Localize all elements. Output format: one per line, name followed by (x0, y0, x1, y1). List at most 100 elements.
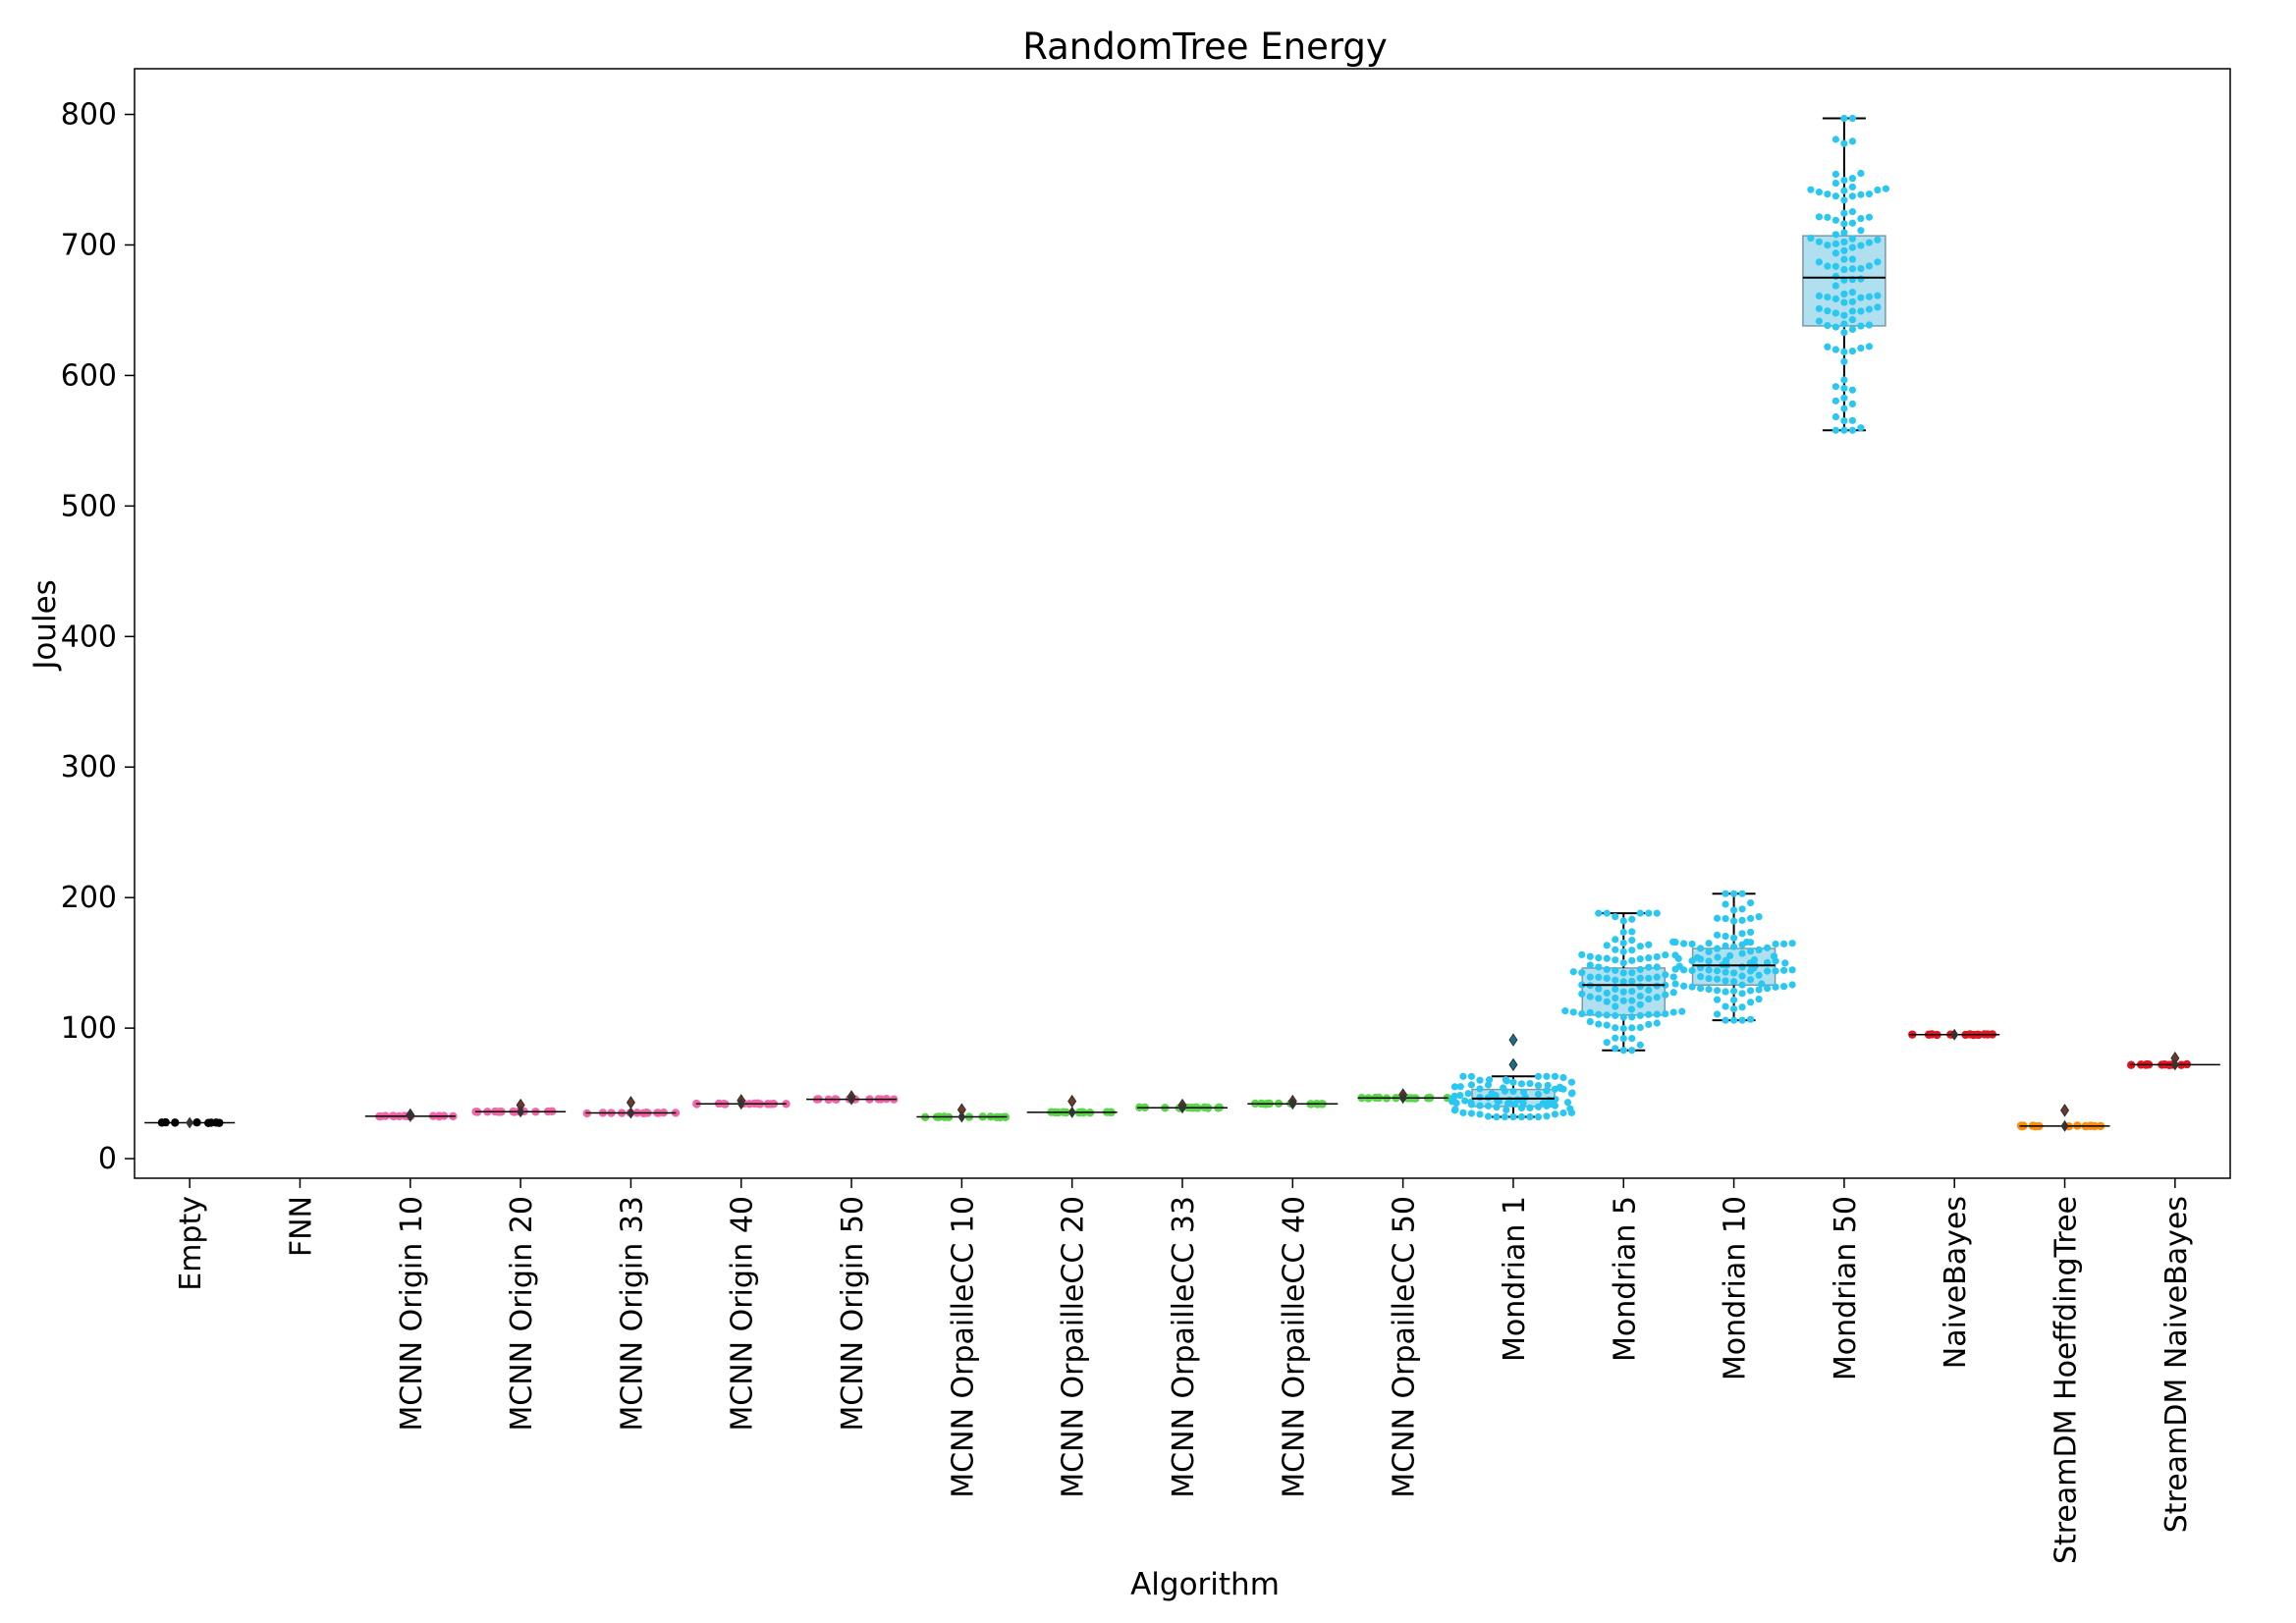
data-point (1636, 1011, 1644, 1019)
data-point (1696, 985, 1705, 993)
data-point (1831, 412, 1839, 421)
data-point (1824, 213, 1831, 221)
data-point (1578, 981, 1586, 989)
x-tick-label: MCNN Origin 33 (615, 1196, 649, 1432)
data-point (1628, 915, 1636, 923)
x-tick-label: MCNN OrpailleCC 10 (946, 1196, 980, 1498)
data-point (1781, 959, 1789, 967)
category-mondrian-50 (1802, 114, 1889, 434)
data-point (1679, 982, 1688, 990)
data-point (1569, 1008, 1577, 1016)
data-point (1467, 1098, 1475, 1107)
median-marker (627, 1107, 635, 1119)
data-point (1459, 1072, 1467, 1080)
data-point (1619, 978, 1627, 986)
data-point (1696, 945, 1705, 952)
data-point (1722, 890, 1729, 897)
data-point (1645, 909, 1653, 917)
data-point (1788, 940, 1796, 947)
data-point (1595, 909, 1603, 917)
category-mcnn-orpaillecc-50 (1357, 1088, 1452, 1105)
data-point (1840, 329, 1848, 337)
data-point (1738, 905, 1746, 913)
data-point (1815, 189, 1823, 196)
data-point (1722, 968, 1729, 976)
data-point (1713, 967, 1722, 975)
data-point (1729, 996, 1738, 1004)
x-tick-label: StreamDM HoeffdingTree (2050, 1196, 2084, 1564)
data-point (1628, 928, 1636, 936)
data-point (1848, 183, 1856, 191)
data-point (1788, 981, 1796, 989)
data-point (1848, 219, 1856, 227)
data-point (1526, 1112, 1534, 1121)
data-point (1831, 383, 1839, 391)
data-point (1831, 135, 1839, 143)
data-point (1653, 973, 1661, 981)
data-point (1743, 938, 1751, 947)
x-tick-label: MCNN Origin 40 (726, 1196, 760, 1432)
data-point (1662, 1010, 1669, 1018)
data-point (1645, 1020, 1653, 1029)
data-point (1831, 295, 1839, 302)
median-marker (1178, 1102, 1186, 1114)
data-point (1619, 988, 1627, 996)
data-point (1713, 996, 1722, 1003)
x-tick-label: Empty (174, 1196, 208, 1291)
data-point (1556, 1083, 1564, 1091)
data-point (1612, 1024, 1619, 1032)
data-point (1815, 317, 1823, 325)
data-point (1484, 1102, 1493, 1109)
data-point (1857, 169, 1865, 178)
data-point (1603, 954, 1611, 962)
category-mcnn-origin-10 (364, 1108, 458, 1122)
data-point (1603, 909, 1611, 917)
data-point (1848, 307, 1856, 315)
data-point (1824, 321, 1831, 330)
data-point (1865, 343, 1873, 351)
data-point (1779, 966, 1788, 974)
data-point (1840, 357, 1848, 365)
data-point (1653, 1019, 1661, 1027)
category-mcnn-orpaillecc-20 (1026, 1094, 1118, 1118)
data-point (1815, 292, 1823, 299)
data-point (1840, 229, 1848, 237)
data-point (1628, 1047, 1636, 1055)
data-point (1848, 114, 1856, 123)
data-point (1705, 966, 1713, 974)
data-point (1653, 952, 1661, 961)
data-point (1705, 957, 1713, 965)
data-point (1662, 971, 1669, 979)
data-point (1502, 1076, 1509, 1084)
x-tick-label: StreamDM NaiveBayes (2159, 1196, 2194, 1533)
data-point (1619, 1024, 1627, 1033)
data-point (1619, 939, 1627, 947)
data-point (1738, 1016, 1746, 1024)
data-point (1840, 405, 1848, 412)
data-point (1840, 416, 1848, 425)
data-point (1467, 1109, 1476, 1117)
data-point (1595, 1010, 1603, 1018)
data-point (1628, 1013, 1636, 1021)
data-point (1467, 1081, 1476, 1089)
data-point (1840, 376, 1848, 384)
median-marker (737, 1098, 745, 1110)
data-point (1476, 1110, 1484, 1118)
data-point (1612, 1045, 1619, 1053)
category-streamdm-hoeffdingtree (2016, 1104, 2110, 1132)
data-point (1722, 914, 1729, 923)
x-tick-label: MCNN OrpailleCC 33 (1167, 1196, 1201, 1498)
data-point (1848, 416, 1856, 424)
data-point (1722, 900, 1729, 908)
data-point (1464, 1090, 1472, 1098)
data-point (1848, 137, 1856, 145)
data-point (1848, 175, 1856, 183)
y-axis-title: Joules (27, 579, 63, 672)
median-marker (406, 1109, 414, 1122)
data-point (1772, 967, 1779, 975)
data-point (1603, 1011, 1611, 1019)
data-point (1688, 940, 1696, 948)
data-point (1612, 956, 1619, 964)
median-marker (1950, 1028, 1959, 1041)
data-point (1738, 1003, 1746, 1011)
